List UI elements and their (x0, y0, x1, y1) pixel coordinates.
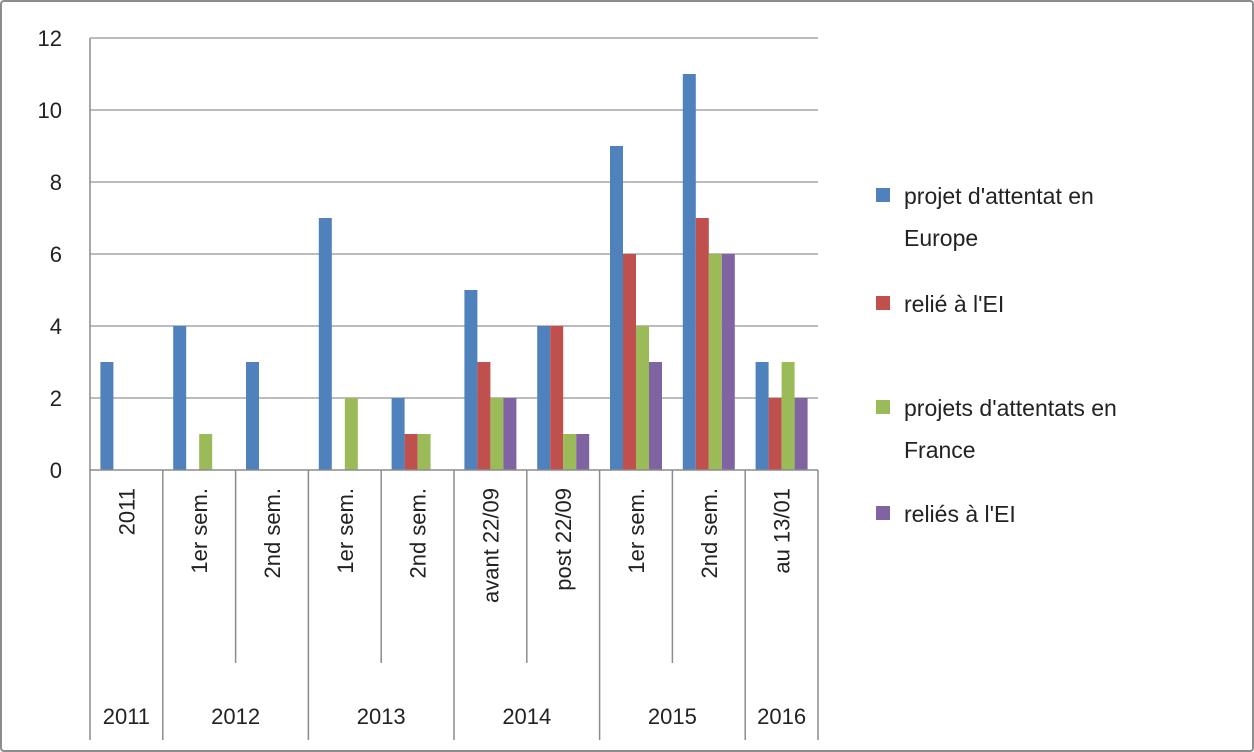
bar (404, 434, 418, 470)
legend-label: projet d'attentat en (904, 183, 1094, 209)
legend-swatch (876, 506, 890, 520)
bar (636, 326, 649, 470)
bar (344, 398, 358, 470)
bar (563, 434, 577, 470)
y-tick-label: 2 (50, 386, 62, 411)
bar (464, 290, 478, 470)
category-label: 1er sem. (624, 488, 649, 574)
bar (490, 398, 504, 470)
bar (768, 398, 782, 470)
y-tick-label: 12 (38, 26, 62, 51)
bar (550, 326, 564, 470)
bar (417, 434, 431, 470)
category-label: avant 22/09 (478, 488, 503, 603)
category-label: 1er sem. (333, 488, 358, 574)
group-label: 2014 (502, 704, 551, 729)
bar (576, 434, 590, 470)
bar (755, 362, 769, 470)
legend-swatch (876, 400, 890, 414)
legend-label: reliés à l'EI (904, 501, 1016, 527)
bar (318, 218, 332, 470)
legend-swatch (876, 188, 890, 202)
bar (682, 74, 696, 470)
group-label: 2012 (211, 704, 260, 729)
bar (695, 218, 709, 470)
group-label: 2011 (103, 704, 150, 729)
bar (100, 362, 114, 470)
bar (610, 146, 623, 470)
category-label: 2011 (114, 488, 139, 535)
legend-swatch (876, 296, 890, 310)
bar (649, 362, 662, 470)
bar (781, 362, 795, 470)
y-tick-label: 6 (50, 242, 62, 267)
legend-label: Europe (904, 225, 978, 251)
bar (503, 398, 517, 470)
group-label: 2015 (648, 704, 697, 729)
category-label: 2nd sem. (697, 488, 722, 579)
y-tick-label: 10 (38, 98, 62, 123)
legend-label: projets d'attentats en (904, 395, 1117, 421)
bar (721, 254, 735, 470)
y-tick-label: 4 (50, 314, 62, 339)
category-label: 2nd sem. (406, 488, 431, 579)
bar (708, 254, 722, 470)
bar (537, 326, 551, 470)
category-label: au 13/01 (770, 488, 795, 574)
bar (391, 398, 405, 470)
legend-label: relié à l'EI (904, 291, 1004, 317)
group-label: 2013 (357, 704, 406, 729)
bar (477, 362, 491, 470)
bar (794, 398, 808, 470)
y-tick-label: 0 (50, 458, 62, 483)
category-label: 1er sem. (187, 488, 212, 574)
bar (173, 326, 187, 470)
legend-label: France (904, 437, 976, 463)
bar (623, 254, 636, 470)
bar (246, 362, 259, 470)
bar (199, 434, 213, 470)
group-label: 2016 (757, 704, 806, 729)
y-tick-label: 8 (50, 170, 62, 195)
category-label: post 22/09 (551, 488, 576, 591)
category-label: 2nd sem. (260, 488, 285, 579)
